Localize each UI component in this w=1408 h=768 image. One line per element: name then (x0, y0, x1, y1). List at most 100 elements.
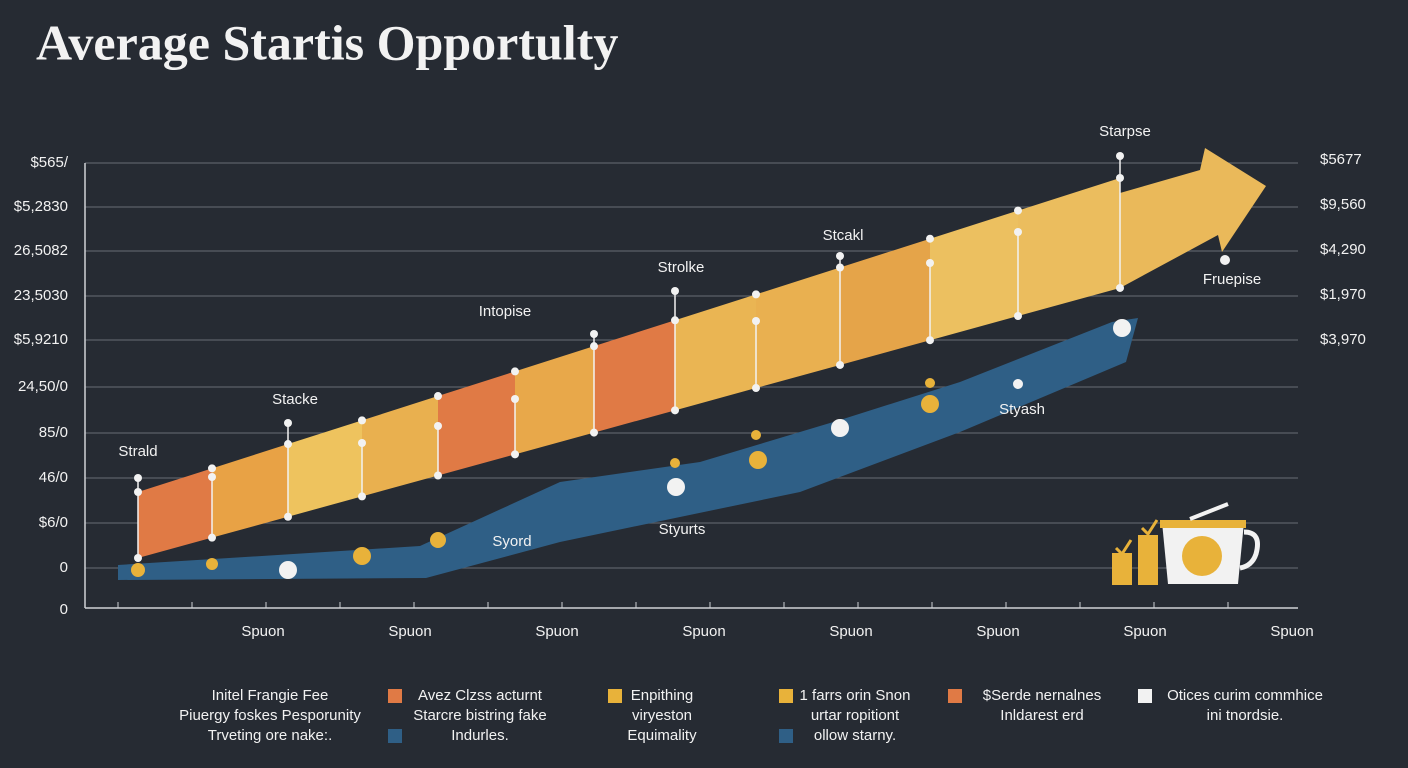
pin-dot (434, 392, 442, 401)
x-tick-label: Spuon (1270, 623, 1313, 640)
legend-text: Avez Clzss acturnt (418, 687, 543, 704)
y2-tick-label: $3,970 (1320, 331, 1366, 348)
y-tick-label: $5,2830 (14, 198, 68, 215)
legend-text: urtar ropitiont (811, 707, 900, 724)
marker (921, 395, 939, 413)
pin-dot (511, 395, 519, 403)
icon-bar (1138, 535, 1158, 585)
pin-dot (671, 287, 679, 295)
pin-dot (926, 234, 934, 243)
annotation: Syord (492, 533, 531, 550)
legend-text: Enpithing (631, 687, 694, 704)
icon-coin (1182, 536, 1222, 576)
annotation: Stacke (272, 391, 318, 408)
band-segment (930, 210, 1018, 341)
pin-dot (1116, 283, 1124, 292)
y-tick-label: $5,9210 (14, 331, 68, 348)
legend-text: Equimality (627, 727, 697, 744)
x-tick-label: Spuon (241, 623, 284, 640)
pin-dot (1116, 173, 1124, 182)
band-segment (212, 444, 288, 538)
main-band (138, 177, 1120, 558)
pin-dot (284, 440, 292, 449)
pin-dot (134, 554, 142, 562)
icon-check (1114, 519, 1159, 557)
pin-dot (836, 263, 844, 272)
annotation: Strolke (658, 259, 705, 276)
pin-dot (434, 422, 442, 430)
pin-dot (284, 419, 292, 427)
y2-tick-label: $5677 (1320, 151, 1362, 168)
x-tick-label: Spuon (829, 623, 872, 640)
band-segment (515, 346, 594, 455)
pin-dot (926, 259, 934, 267)
blue-band (118, 318, 1138, 580)
legend-text: Indurles. (451, 727, 509, 744)
marker (667, 478, 685, 496)
y-tick-label: 23,5030 (14, 287, 68, 304)
pin-dot (590, 428, 598, 437)
annotation: Starpse (1099, 123, 1151, 140)
marker (925, 378, 935, 388)
marker (749, 451, 767, 469)
pin-dot (836, 360, 844, 369)
annotation: Styash (999, 401, 1045, 418)
pin-dot (358, 492, 366, 501)
pin-dot (836, 252, 844, 260)
pin-dot (671, 316, 679, 325)
legend-swatch (388, 729, 402, 743)
chart-title: Average Startis Opportulty (36, 14, 618, 70)
pins (131, 152, 1230, 579)
legend-text: Starcre bistring fake (413, 707, 546, 724)
legend-swatch (948, 689, 962, 703)
band-segment (756, 267, 840, 389)
y-tick-label: 24,50/0 (18, 378, 68, 395)
y-tick-label: 0 (60, 601, 68, 618)
marker (131, 563, 145, 577)
x-tick-label: Spuon (682, 623, 725, 640)
marker (279, 561, 297, 579)
legend-text: $Serde nernalnes (983, 687, 1101, 704)
pin-dot (1116, 152, 1124, 160)
legend-text: Otices curim commhice (1167, 687, 1323, 704)
icon-spoon (1189, 502, 1229, 521)
icon-bar (1112, 553, 1132, 585)
annotation: Intopise (479, 303, 532, 320)
pin-dot (284, 512, 292, 521)
annotation: Stcakl (823, 227, 864, 244)
y2-tick-label: $4,290 (1320, 241, 1366, 258)
band-segment (1018, 177, 1120, 316)
band-segment (438, 371, 515, 476)
legend-swatch (1138, 689, 1152, 703)
icon-mug-rim (1160, 520, 1246, 528)
legend-swatch (779, 689, 793, 703)
legend-swatch (779, 729, 793, 743)
pin-dot (926, 336, 934, 345)
band-segment (362, 396, 438, 497)
y-tick-label: $565/ (30, 154, 68, 171)
y-tick-label: 46/0 (39, 469, 68, 486)
y-tick-label: $6/0 (39, 514, 68, 531)
band-segment (288, 420, 362, 517)
band-segment (675, 294, 756, 411)
legend-text: Trveting ore nake:. (208, 727, 333, 744)
pin-dot (134, 474, 142, 482)
pin-dot (358, 416, 366, 425)
x-tick-label: Spuon (535, 623, 578, 640)
legend-text: ini tnordsie. (1207, 707, 1284, 724)
y2-tick-label: $9,560 (1320, 196, 1366, 213)
marker (831, 419, 849, 437)
band-segment (138, 468, 212, 558)
marker (353, 547, 371, 565)
pin-dot (208, 473, 216, 481)
pin-dot (590, 330, 598, 338)
legend-text: Inldarest erd (1000, 707, 1083, 724)
pin-dot (752, 317, 760, 325)
annotation: Fruepise (1203, 271, 1261, 288)
y-tick-label: 0 (60, 559, 68, 576)
band-segment (840, 238, 930, 365)
pin-dot (1014, 228, 1022, 236)
annotation: Styurts (659, 521, 706, 538)
legend-text: Piuergy foskes Pesporunity (179, 707, 361, 724)
marker (1113, 319, 1131, 337)
